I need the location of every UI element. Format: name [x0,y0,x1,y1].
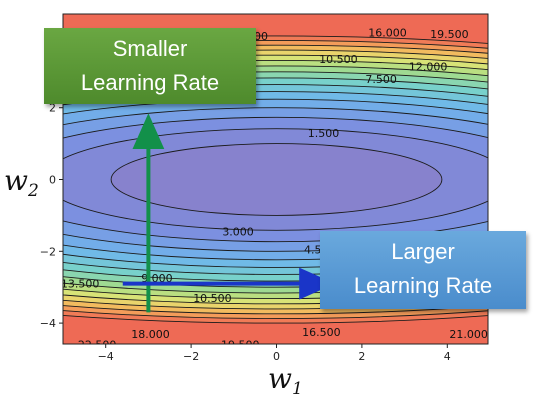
contour-line [63,128,488,231]
contour-label: 18.000 [131,328,170,341]
contour-label: 16.000 [368,26,407,39]
contour-band [111,143,442,216]
y-axis-label: w2 [4,164,39,201]
contour-line [63,44,488,315]
contour-line [63,60,488,299]
contour-line [63,54,488,305]
x-tick-label: −4 [98,350,114,363]
contour-line [63,35,488,324]
contour-label: 10.500 [193,292,232,305]
contour-line [63,107,488,252]
contour-label: 3.000 [222,226,254,239]
contour-label: 22.500 [78,339,117,352]
y-tick-label: −4 [40,317,56,330]
contour-label: 16.500 [302,326,341,339]
contour-label: 7.500 [365,73,397,86]
y-tick-label: −2 [40,245,56,258]
callout-smaller-line2: Learning Rate [80,70,220,95]
contour-label: 12.000 [409,60,448,73]
contour-line [63,91,488,268]
contour-line [110,143,443,216]
callout-smaller-line1: Smaller [112,36,188,61]
y-tick-label: 2 [49,102,56,115]
contour-line [63,40,488,319]
x-tick-label: 4 [444,350,451,363]
contour-line [63,71,488,288]
contour-line [63,116,488,243]
contour-label: 24.000 [407,351,446,364]
contour-line [63,65,488,294]
axis-ticks: −4 −2 0 2 4 −4 −2 0 2 [40,102,451,363]
x-tick-label: 0 [273,350,280,363]
contour-label: 19.500 [430,28,469,41]
x-tick-label: 2 [358,350,365,363]
arrows [122,113,336,313]
callout-larger-line2: Learning Rate [353,273,493,298]
contour-line [63,49,488,310]
contour-label: 1.500 [308,127,340,140]
y-tick-label: 0 [49,174,56,187]
contour-label: 13.500 [61,278,100,291]
contour-label: 19.500 [221,339,260,352]
contour-label: 4.5 [304,244,322,257]
smaller-learning-rate-callout: Smaller Learning Rate [44,28,256,104]
callout-larger-line1: Larger [391,239,455,264]
contour-line [63,77,488,282]
larger-learning-rate-callout: Larger Learning Rate [320,231,526,309]
contour-label: 10.500 [319,53,358,66]
x-axis-label: w1 [268,362,303,399]
contour-line [63,98,488,261]
x-tick-label: −2 [183,350,199,363]
contour-label: 21.000 [449,328,488,341]
contour-line [63,84,488,275]
